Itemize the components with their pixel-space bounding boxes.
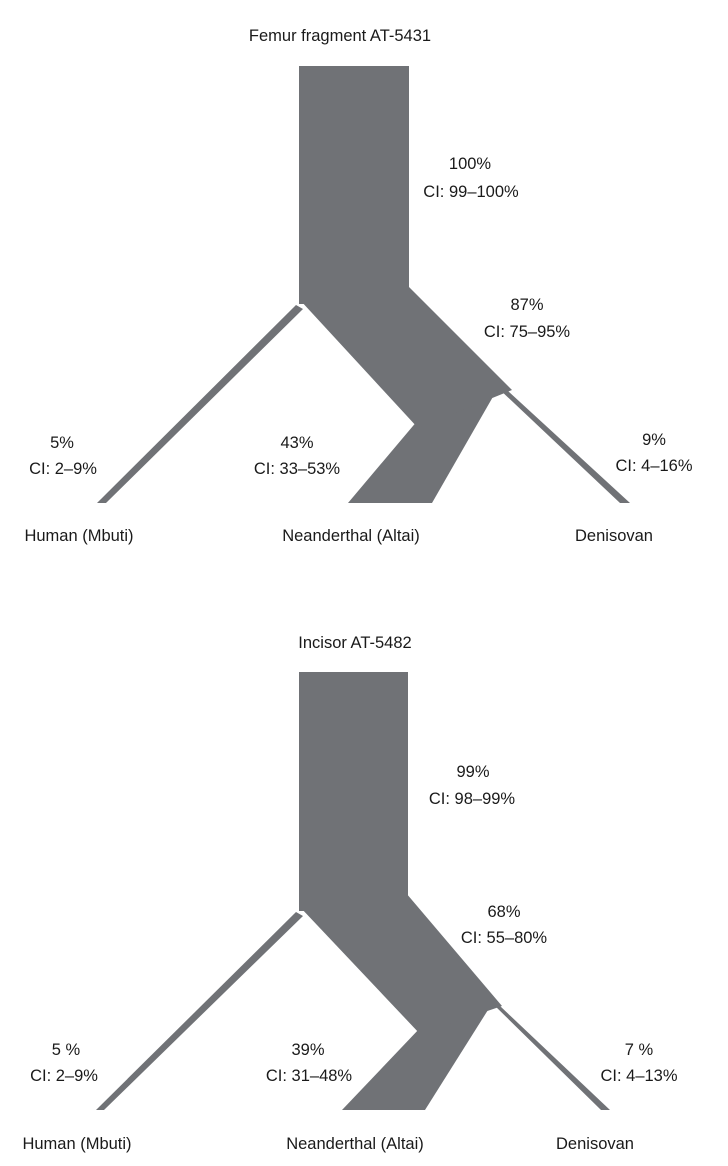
internal-percent: 87%	[510, 296, 543, 314]
panel-femur: Femur fragment AT-5431 100% CI: 99–100% …	[24, 27, 692, 545]
branch-neanderthal	[342, 1002, 493, 1110]
denisovan-percent: 7 %	[625, 1041, 654, 1059]
branch-internal	[300, 286, 512, 428]
branch-human	[97, 305, 303, 503]
stem-branch	[299, 672, 408, 911]
branch-neanderthal	[348, 388, 498, 503]
human-percent: 5%	[50, 434, 74, 452]
stem-ci: CI: 99–100%	[423, 183, 519, 201]
leaf-neanderthal: Neanderthal (Altai)	[286, 1135, 424, 1153]
stem-branch	[299, 66, 409, 304]
branch-denisovan	[498, 388, 630, 503]
denisovan-ci: CI: 4–13%	[600, 1067, 677, 1085]
human-ci: CI: 2–9%	[30, 1067, 98, 1085]
branch-denisovan	[491, 1002, 610, 1110]
human-percent: 5 %	[52, 1041, 81, 1059]
human-ci: CI: 2–9%	[29, 460, 97, 478]
branch-internal	[300, 893, 502, 1034]
leaf-human: Human (Mbuti)	[22, 1135, 131, 1153]
stem-ci: CI: 98–99%	[429, 790, 516, 808]
internal-ci: CI: 55–80%	[461, 929, 548, 947]
panel-incisor: Incisor AT-5482 99% CI: 98–99% 68% CI: 5…	[22, 634, 677, 1153]
leaf-neanderthal: Neanderthal (Altai)	[282, 527, 420, 545]
neanderthal-percent: 43%	[280, 434, 313, 452]
neanderthal-ci: CI: 33–53%	[254, 460, 341, 478]
neanderthal-ci: CI: 31–48%	[266, 1067, 353, 1085]
leaf-human: Human (Mbuti)	[24, 527, 133, 545]
neanderthal-percent: 39%	[291, 1041, 324, 1059]
denisovan-ci: CI: 4–16%	[615, 457, 692, 475]
stem-percent: 100%	[449, 155, 492, 173]
leaf-denisovan: Denisovan	[575, 527, 653, 545]
panel-title: Femur fragment AT-5431	[249, 27, 431, 45]
panel-title: Incisor AT-5482	[298, 634, 411, 652]
stem-percent: 99%	[456, 763, 489, 781]
leaf-denisovan: Denisovan	[556, 1135, 634, 1153]
internal-percent: 68%	[487, 903, 520, 921]
internal-ci: CI: 75–95%	[484, 323, 571, 341]
branch-human	[96, 912, 303, 1110]
denisovan-percent: 9%	[642, 431, 666, 449]
